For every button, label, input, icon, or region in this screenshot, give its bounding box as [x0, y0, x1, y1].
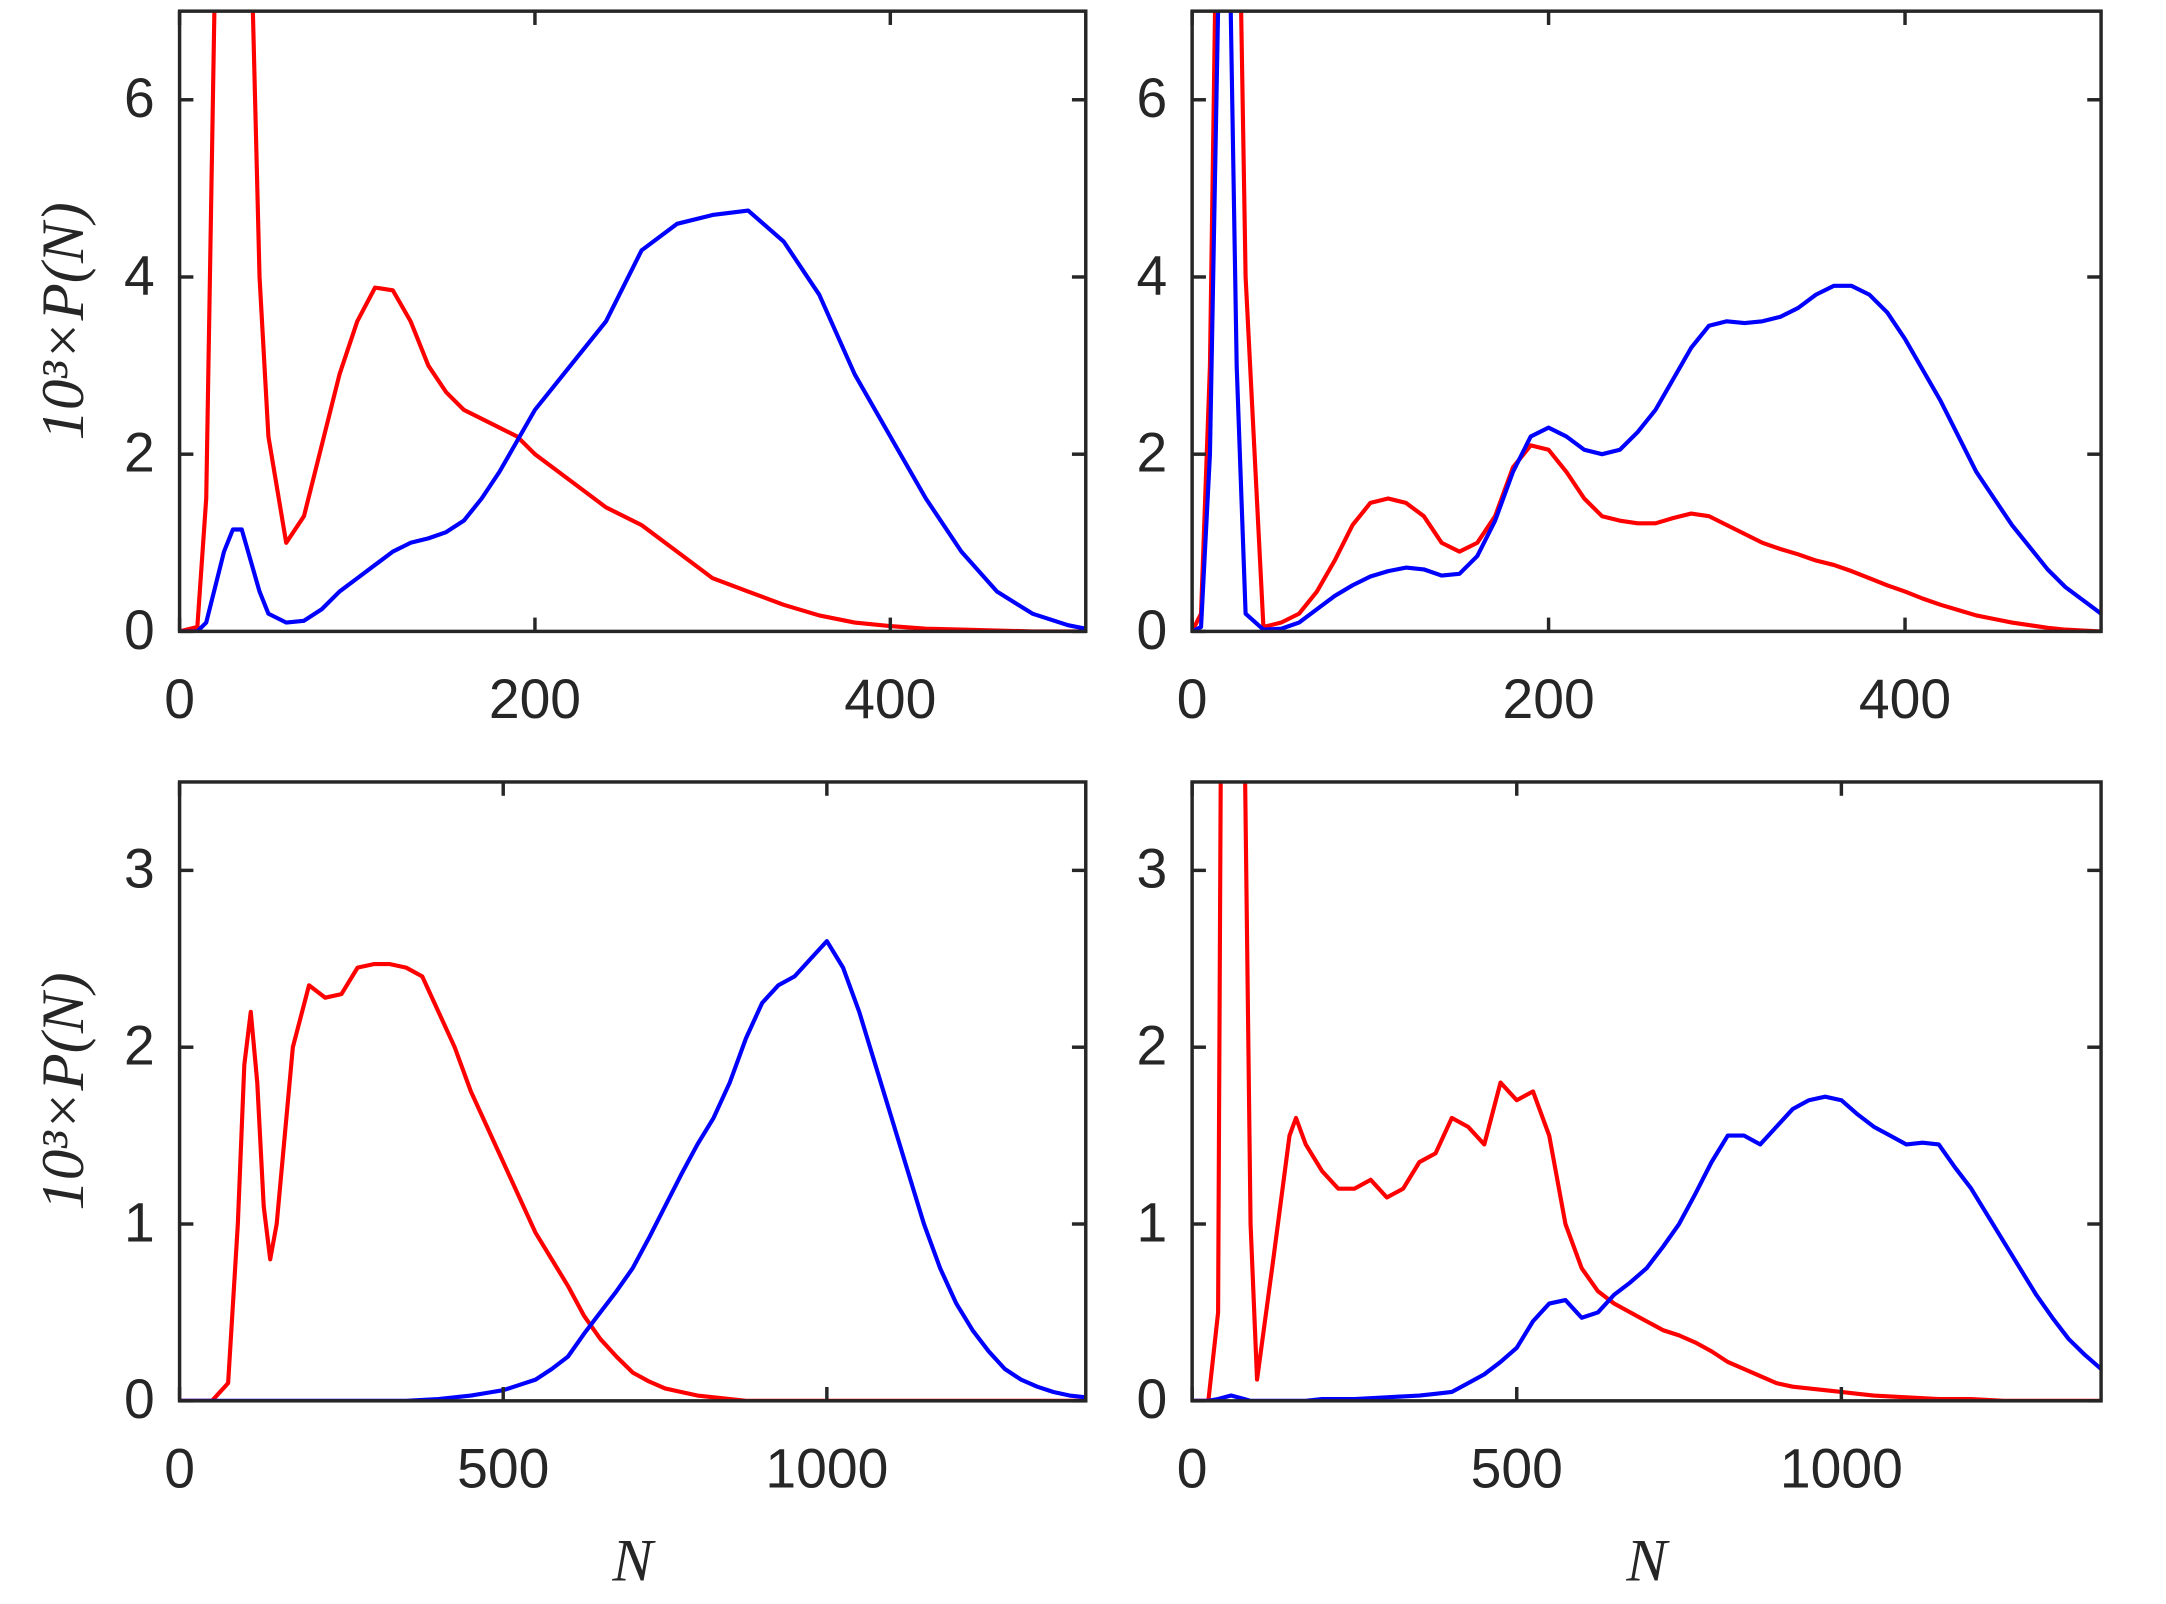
series-line [1192, 11, 2102, 632]
series-line [1192, 11, 2102, 632]
y-tick-label: 0 [1137, 1368, 1168, 1430]
y-tick-label: 0 [124, 599, 155, 661]
x-tick-label: 1000 [1780, 1437, 1903, 1499]
y-tick-label: 0 [1137, 599, 1168, 661]
axes-frame [177, 780, 1088, 1403]
y-tick-label: 0 [124, 1368, 155, 1430]
x-axis-label: N [611, 1528, 656, 1595]
x-tick-label: 400 [844, 668, 936, 730]
y-tick-label: 3 [124, 838, 155, 900]
y-tick-label: 2 [1137, 1015, 1168, 1077]
x-tick-label: 500 [457, 1437, 549, 1499]
series-line [179, 11, 1086, 632]
x-tick-label: 400 [1859, 668, 1951, 730]
series-line [1192, 781, 2102, 1401]
y-axis-label: 10³×P(N) [30, 972, 97, 1210]
y-tick-label: 2 [124, 422, 155, 484]
y-tick-label: 2 [124, 1015, 155, 1077]
y-tick-label: 3 [1137, 838, 1168, 900]
x-tick-label: 200 [1502, 668, 1594, 730]
x-axis-label: N [1625, 1528, 1670, 1595]
axes-frame [1190, 780, 2103, 1403]
series-line [179, 962, 1086, 1401]
x-tick-label: 0 [1177, 1437, 1208, 1499]
plot-lines [1192, 11, 2102, 632]
y-tick-label: 6 [124, 67, 155, 129]
series-line [179, 208, 1086, 632]
x-tick-label: 0 [1177, 668, 1208, 730]
axes-frame [177, 9, 1088, 634]
x-tick-label: 200 [489, 668, 581, 730]
series-line [1192, 1094, 2102, 1401]
x-tick-label: 0 [164, 668, 195, 730]
y-tick-label: 1 [1137, 1191, 1168, 1253]
y-tick-label: 4 [124, 244, 155, 306]
y-tick-label: 1 [124, 1191, 155, 1253]
plot-lines [1192, 781, 2102, 1401]
x-tick-label: 0 [164, 1437, 195, 1499]
plot-lines [179, 939, 1086, 1401]
y-tick-label: 4 [1137, 244, 1168, 306]
x-tick-label: 1000 [765, 1437, 888, 1499]
y-tick-label: 2 [1137, 422, 1168, 484]
series-line [179, 939, 1086, 1401]
y-axis-label: 10³×P(N) [30, 202, 97, 440]
y-tick-label: 6 [1137, 67, 1168, 129]
plot-lines [179, 11, 1086, 632]
x-tick-label: 500 [1471, 1437, 1563, 1499]
axes-frame [1190, 9, 2103, 634]
